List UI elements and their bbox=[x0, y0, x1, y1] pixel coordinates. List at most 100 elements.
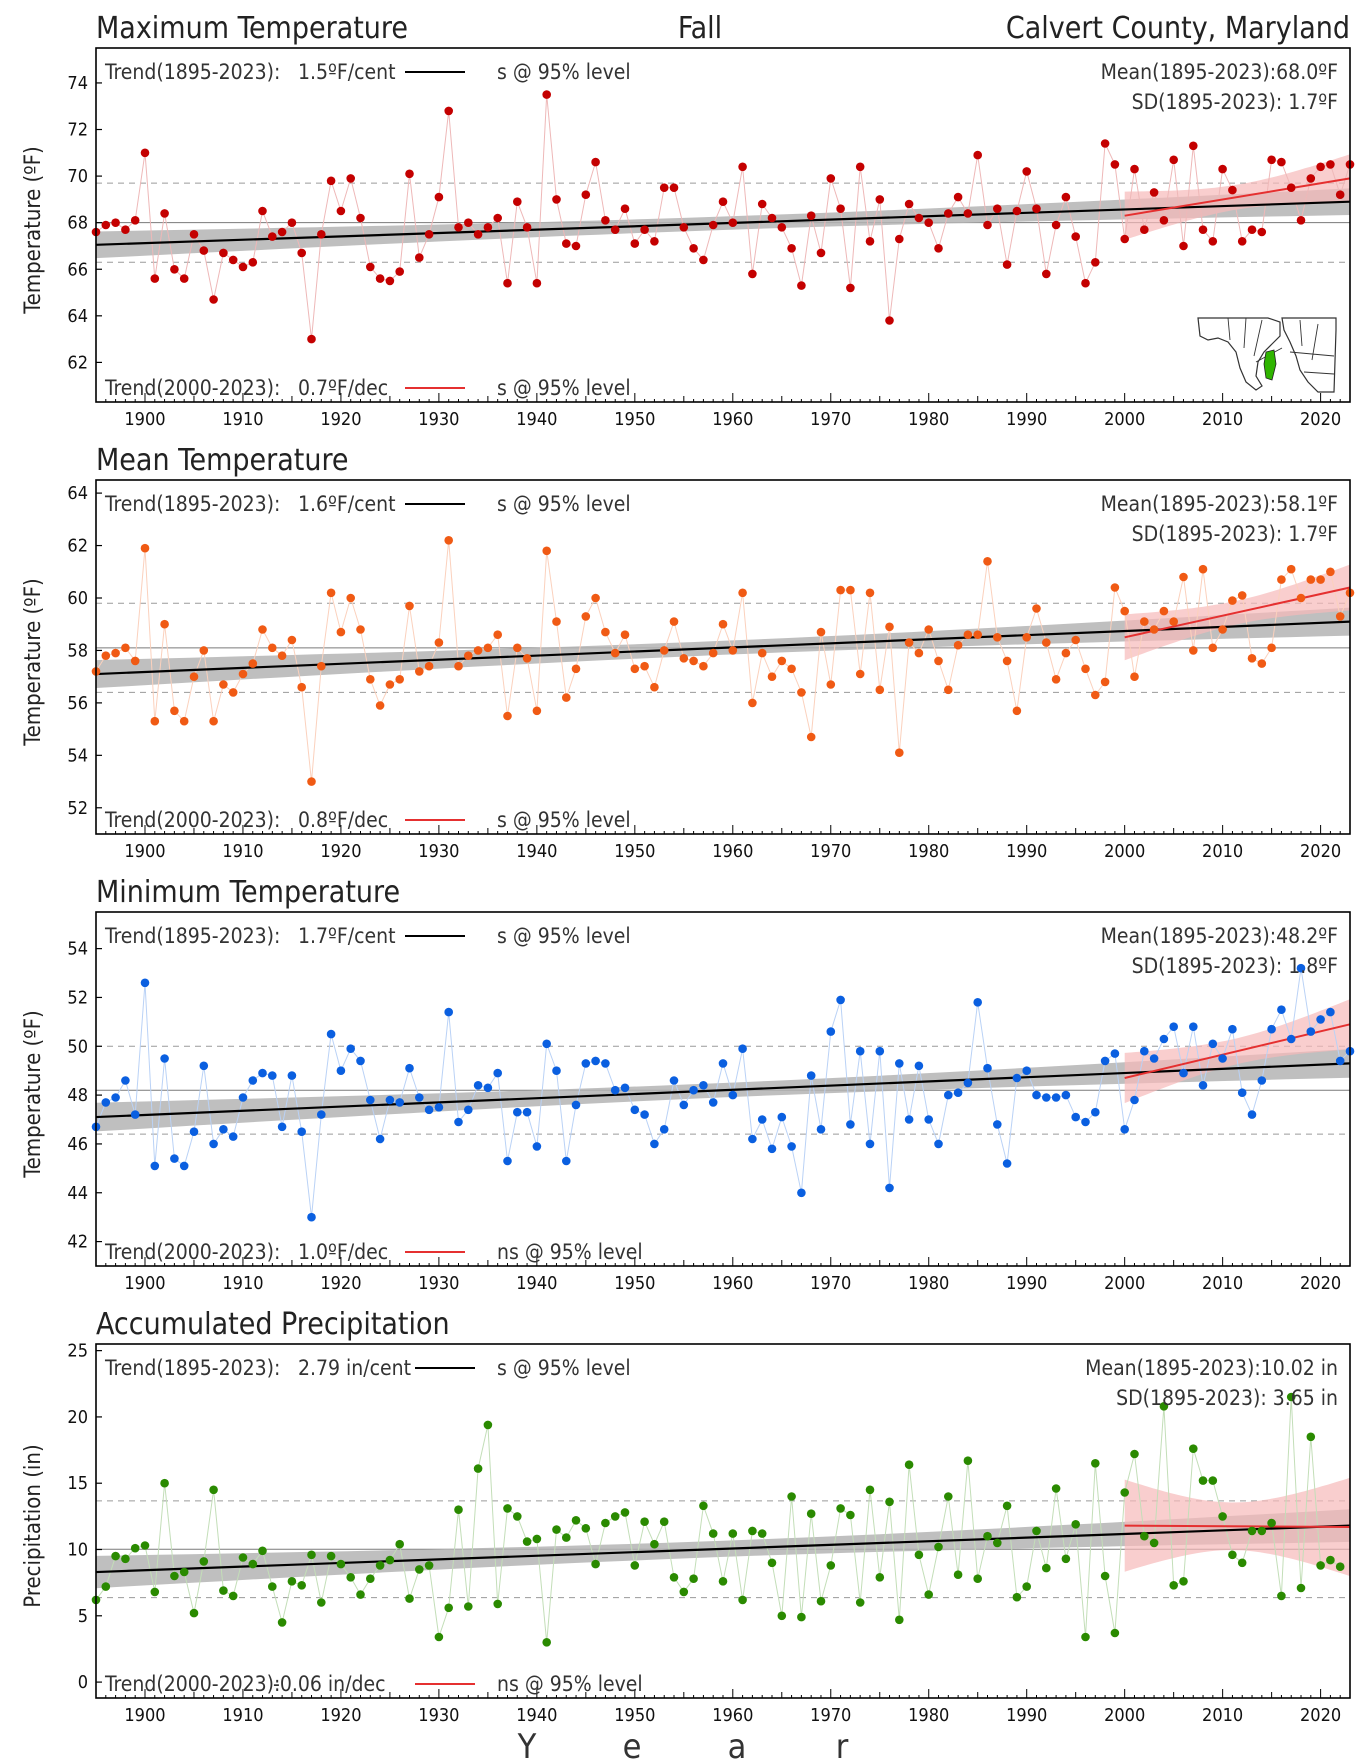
precip-point-1905 bbox=[189, 1608, 199, 1618]
min-point-1934 bbox=[473, 1081, 483, 1090]
mean-point-2010 bbox=[1218, 625, 1227, 634]
precip-point-1977 bbox=[895, 1615, 904, 1625]
max-point-1956 bbox=[689, 244, 698, 253]
precip-xtick-label-1930: 1930 bbox=[418, 1705, 459, 1726]
precip-point-1960 bbox=[728, 1529, 738, 1538]
min-point-1988 bbox=[1002, 1159, 1012, 1168]
max-ytick-label-68: 68 bbox=[67, 213, 88, 234]
mean-point-1981 bbox=[934, 656, 943, 666]
min-point-2012 bbox=[1237, 1088, 1247, 1097]
precip-point-1933 bbox=[464, 1602, 473, 1611]
max-point-2006 bbox=[1179, 241, 1188, 251]
panel-min-marks bbox=[91, 963, 1355, 1222]
min-point-1997 bbox=[1091, 1107, 1100, 1117]
precip-point-1990 bbox=[1022, 1582, 1031, 1591]
precip-point-1956 bbox=[689, 1574, 698, 1583]
max-point-1910 bbox=[238, 262, 248, 272]
max-point-1991 bbox=[1032, 204, 1041, 213]
max-point-1952 bbox=[650, 237, 659, 246]
mean-xtick-label-1940: 1940 bbox=[516, 841, 557, 862]
mean-point-1965 bbox=[777, 656, 787, 666]
mean-point-1909 bbox=[228, 688, 238, 697]
mean-point-2011 bbox=[1228, 596, 1237, 605]
max-point-2013 bbox=[1247, 225, 1257, 234]
mean-point-2013 bbox=[1247, 654, 1257, 663]
precip-point-2019 bbox=[1306, 1432, 1316, 1442]
precip-point-1916 bbox=[297, 1581, 307, 1590]
min-point-1913 bbox=[268, 1071, 277, 1080]
max-point-1918 bbox=[317, 230, 326, 239]
max-trend-recent-sig: s @ 95% level bbox=[497, 376, 631, 400]
max-point-1974 bbox=[865, 237, 875, 246]
min-point-2006 bbox=[1179, 1068, 1188, 1078]
mean-point-1931 bbox=[444, 536, 454, 545]
max-point-1935 bbox=[483, 223, 493, 232]
x-axis-label-letter-3: a bbox=[728, 1727, 747, 1760]
max-point-1923 bbox=[366, 262, 375, 272]
min-ytick-label-44: 44 bbox=[67, 1183, 88, 1204]
min-point-1903 bbox=[170, 1154, 179, 1163]
max-ytick-label-72: 72 bbox=[67, 120, 88, 141]
header-right-title: Calvert County, Maryland bbox=[1006, 11, 1350, 46]
max-point-2015 bbox=[1267, 155, 1276, 165]
min-point-1928 bbox=[415, 1093, 424, 1102]
precip-point-1969 bbox=[816, 1596, 826, 1606]
precip-point-1951 bbox=[640, 1517, 649, 1526]
mean-point-1929 bbox=[424, 661, 434, 671]
mean-point-1898 bbox=[121, 643, 130, 653]
min-point-1933 bbox=[464, 1105, 473, 1115]
max-trend-long-line bbox=[95, 200, 1351, 246]
max-point-1996 bbox=[1081, 278, 1090, 288]
max-point-2003 bbox=[1149, 188, 1159, 197]
max-xtick-label-2020: 2020 bbox=[1300, 409, 1341, 430]
max-point-1972 bbox=[846, 283, 855, 293]
min-point-2015 bbox=[1267, 1024, 1276, 1034]
precip-point-2022 bbox=[1335, 1562, 1345, 1571]
max-point-1983 bbox=[953, 192, 963, 202]
max-point-2002 bbox=[1140, 225, 1149, 234]
mean-point-1932 bbox=[454, 661, 463, 671]
precip-point-1925 bbox=[385, 1555, 395, 1565]
mean-point-1964 bbox=[767, 672, 777, 681]
mean-point-1928 bbox=[415, 667, 424, 676]
max-y-axis-label: Temperature (ºF) bbox=[21, 146, 46, 314]
max-point-1926 bbox=[395, 267, 405, 276]
precip-xtick-label-1990: 1990 bbox=[1006, 1705, 1047, 1726]
min-y-axis-label: Temperature (ºF) bbox=[21, 1010, 46, 1178]
mean-trend-long-label: Trend(1895-2023): bbox=[104, 492, 280, 516]
precip-point-1984 bbox=[963, 1456, 973, 1465]
max-point-1948 bbox=[610, 225, 620, 234]
precip-point-1936 bbox=[493, 1599, 503, 1609]
max-point-1903 bbox=[170, 265, 179, 274]
max-point-1964 bbox=[767, 213, 777, 223]
precip-ytick-label-20: 20 bbox=[67, 1407, 88, 1428]
min-point-1907 bbox=[209, 1139, 218, 1149]
min-point-2009 bbox=[1208, 1039, 1218, 1049]
mean-xtick-label-1970: 1970 bbox=[810, 841, 851, 862]
precip-y-axis-label: Precipitation (in) bbox=[21, 1444, 46, 1607]
max-point-1988 bbox=[1002, 260, 1012, 269]
mean-y-axis-label: Temperature (ºF) bbox=[21, 578, 46, 746]
precip-trend-long-value: 2.79 in/cent bbox=[298, 1356, 411, 1380]
precip-xtick-label-1940: 1940 bbox=[516, 1705, 557, 1726]
precip-point-1944 bbox=[571, 1516, 581, 1525]
max-point-1997 bbox=[1091, 258, 1100, 267]
mean-point-1914 bbox=[277, 651, 287, 660]
precip-ytick-label-15: 15 bbox=[67, 1473, 88, 1494]
max-point-1953 bbox=[659, 183, 669, 192]
precip-point-1915 bbox=[287, 1577, 297, 1586]
precip-point-2005 bbox=[1169, 1581, 1178, 1590]
min-point-1962 bbox=[748, 1134, 757, 1144]
precip-point-1930 bbox=[434, 1632, 444, 1642]
min-point-1943 bbox=[562, 1156, 571, 1166]
min-point-1905 bbox=[189, 1127, 199, 1136]
max-ytick-label-64: 64 bbox=[67, 306, 88, 327]
mean-point-1908 bbox=[219, 680, 228, 689]
max-point-1942 bbox=[552, 195, 561, 204]
x-axis-label-letter-2: e bbox=[623, 1727, 642, 1760]
maryland-map-inset bbox=[1197, 317, 1337, 393]
mean-trend-recent-sig: s @ 95% level bbox=[497, 808, 631, 832]
min-point-1999 bbox=[1110, 1049, 1120, 1058]
max-point-1950 bbox=[630, 239, 640, 248]
precip-point-1926 bbox=[395, 1539, 405, 1549]
